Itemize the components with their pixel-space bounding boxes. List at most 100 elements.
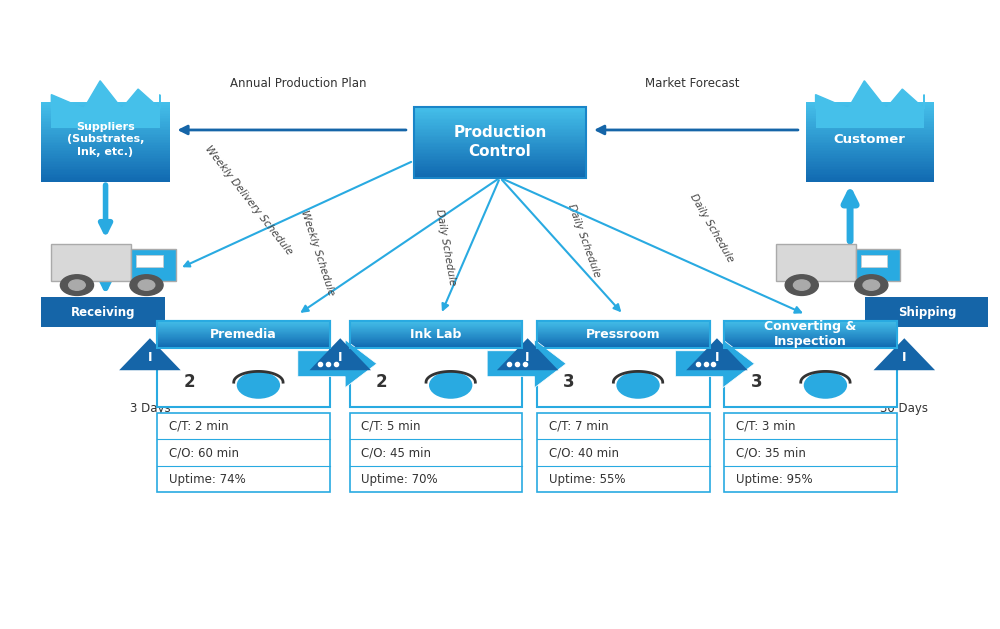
FancyBboxPatch shape bbox=[806, 108, 934, 110]
FancyBboxPatch shape bbox=[41, 124, 170, 126]
FancyBboxPatch shape bbox=[856, 249, 900, 281]
FancyBboxPatch shape bbox=[537, 329, 710, 330]
FancyBboxPatch shape bbox=[537, 321, 710, 322]
Text: C/T: 5 min: C/T: 5 min bbox=[361, 420, 421, 433]
FancyBboxPatch shape bbox=[806, 114, 934, 117]
FancyBboxPatch shape bbox=[41, 129, 170, 131]
Text: C/O: 35 min: C/O: 35 min bbox=[736, 446, 806, 459]
FancyBboxPatch shape bbox=[41, 148, 170, 150]
FancyBboxPatch shape bbox=[157, 333, 330, 335]
FancyBboxPatch shape bbox=[350, 346, 522, 347]
FancyBboxPatch shape bbox=[350, 347, 522, 348]
FancyBboxPatch shape bbox=[537, 333, 710, 335]
FancyBboxPatch shape bbox=[537, 338, 710, 339]
Text: Uptime: 70%: Uptime: 70% bbox=[361, 472, 438, 486]
FancyBboxPatch shape bbox=[806, 133, 934, 136]
FancyBboxPatch shape bbox=[724, 326, 897, 328]
FancyBboxPatch shape bbox=[157, 329, 330, 330]
FancyBboxPatch shape bbox=[414, 159, 586, 160]
FancyBboxPatch shape bbox=[414, 122, 586, 124]
FancyBboxPatch shape bbox=[724, 333, 897, 335]
FancyBboxPatch shape bbox=[414, 130, 586, 132]
FancyBboxPatch shape bbox=[350, 333, 522, 335]
FancyBboxPatch shape bbox=[41, 142, 170, 144]
Text: Premedia: Premedia bbox=[210, 328, 277, 341]
FancyBboxPatch shape bbox=[537, 331, 710, 332]
FancyBboxPatch shape bbox=[41, 175, 170, 177]
FancyBboxPatch shape bbox=[724, 325, 897, 326]
FancyBboxPatch shape bbox=[157, 335, 330, 336]
FancyBboxPatch shape bbox=[157, 323, 330, 325]
FancyBboxPatch shape bbox=[41, 130, 170, 133]
FancyBboxPatch shape bbox=[537, 344, 710, 345]
FancyBboxPatch shape bbox=[350, 321, 522, 407]
FancyBboxPatch shape bbox=[157, 339, 330, 340]
FancyBboxPatch shape bbox=[41, 158, 170, 160]
FancyBboxPatch shape bbox=[350, 330, 522, 331]
FancyBboxPatch shape bbox=[350, 413, 522, 493]
Text: Production
Control: Production Control bbox=[453, 125, 547, 159]
FancyBboxPatch shape bbox=[157, 327, 330, 328]
FancyBboxPatch shape bbox=[537, 332, 710, 333]
FancyBboxPatch shape bbox=[414, 165, 586, 168]
FancyBboxPatch shape bbox=[414, 111, 586, 113]
FancyBboxPatch shape bbox=[806, 118, 934, 120]
FancyBboxPatch shape bbox=[131, 249, 176, 281]
FancyBboxPatch shape bbox=[41, 127, 170, 130]
FancyBboxPatch shape bbox=[724, 413, 897, 493]
Text: Converting &
Inspection: Converting & Inspection bbox=[764, 320, 857, 348]
FancyBboxPatch shape bbox=[724, 347, 897, 348]
FancyBboxPatch shape bbox=[414, 125, 586, 126]
FancyBboxPatch shape bbox=[41, 174, 170, 176]
Text: C/O: 40 min: C/O: 40 min bbox=[549, 446, 619, 459]
FancyBboxPatch shape bbox=[350, 340, 522, 342]
FancyBboxPatch shape bbox=[806, 137, 934, 139]
FancyBboxPatch shape bbox=[724, 332, 897, 333]
FancyBboxPatch shape bbox=[724, 324, 897, 325]
FancyBboxPatch shape bbox=[41, 159, 170, 162]
FancyBboxPatch shape bbox=[41, 138, 170, 141]
FancyBboxPatch shape bbox=[806, 102, 934, 104]
FancyBboxPatch shape bbox=[350, 328, 522, 329]
FancyBboxPatch shape bbox=[350, 333, 522, 334]
FancyBboxPatch shape bbox=[350, 335, 522, 336]
Circle shape bbox=[855, 275, 888, 296]
FancyBboxPatch shape bbox=[724, 326, 897, 327]
FancyBboxPatch shape bbox=[806, 105, 934, 107]
Text: 30 Days: 30 Days bbox=[880, 403, 928, 416]
FancyBboxPatch shape bbox=[41, 106, 170, 109]
FancyBboxPatch shape bbox=[350, 345, 522, 347]
FancyBboxPatch shape bbox=[724, 346, 897, 347]
Text: Uptime: 95%: Uptime: 95% bbox=[736, 472, 813, 486]
Text: Receiving: Receiving bbox=[71, 306, 136, 318]
FancyBboxPatch shape bbox=[806, 103, 934, 106]
FancyBboxPatch shape bbox=[41, 114, 170, 117]
Text: Weekly Schedule: Weekly Schedule bbox=[299, 209, 336, 297]
Text: I: I bbox=[338, 351, 342, 364]
Text: Uptime: 55%: Uptime: 55% bbox=[549, 472, 625, 486]
FancyBboxPatch shape bbox=[350, 332, 522, 333]
Text: C/T: 3 min: C/T: 3 min bbox=[736, 420, 796, 433]
FancyBboxPatch shape bbox=[41, 113, 170, 115]
Text: 3 Days: 3 Days bbox=[130, 403, 170, 416]
FancyBboxPatch shape bbox=[414, 167, 586, 169]
FancyBboxPatch shape bbox=[350, 322, 522, 323]
FancyBboxPatch shape bbox=[414, 150, 586, 152]
FancyBboxPatch shape bbox=[414, 173, 586, 175]
FancyBboxPatch shape bbox=[537, 343, 710, 345]
FancyBboxPatch shape bbox=[724, 331, 897, 332]
FancyBboxPatch shape bbox=[414, 148, 586, 151]
FancyBboxPatch shape bbox=[350, 331, 522, 333]
FancyBboxPatch shape bbox=[414, 112, 586, 114]
FancyBboxPatch shape bbox=[41, 172, 170, 174]
FancyBboxPatch shape bbox=[806, 170, 934, 172]
FancyBboxPatch shape bbox=[157, 344, 330, 345]
FancyBboxPatch shape bbox=[157, 326, 330, 328]
FancyBboxPatch shape bbox=[724, 338, 897, 339]
FancyBboxPatch shape bbox=[414, 143, 586, 145]
Text: Daily Schedule: Daily Schedule bbox=[566, 203, 602, 279]
FancyBboxPatch shape bbox=[350, 321, 522, 322]
Polygon shape bbox=[487, 340, 566, 387]
FancyBboxPatch shape bbox=[41, 140, 170, 142]
FancyBboxPatch shape bbox=[350, 325, 522, 326]
